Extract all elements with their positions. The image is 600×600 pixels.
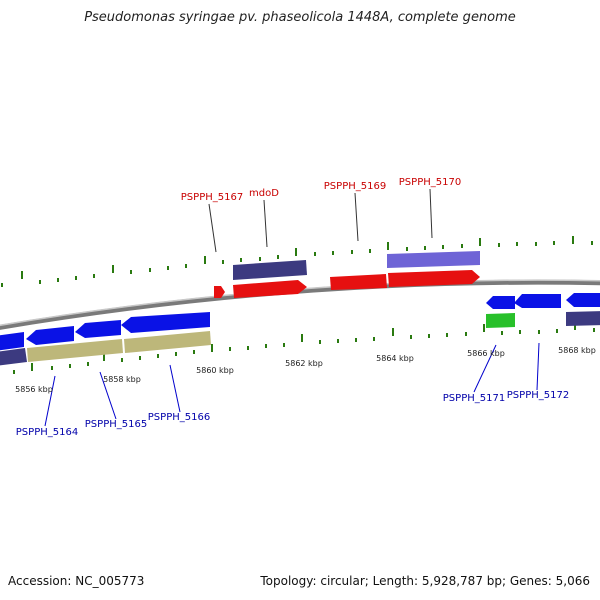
gene-label-bottom[interactable]: PSPPH_5172: [507, 390, 569, 401]
gene-green[interactable]: [486, 313, 515, 328]
gene-navy-right[interactable]: [566, 311, 600, 326]
gene-pspph-5169[interactable]: [330, 274, 387, 290]
gene-label-bottom[interactable]: PSPPH_5165: [85, 419, 147, 430]
gene-pspph-5166-khaki[interactable]: [124, 331, 211, 353]
accession-text: Accession: NC_005773: [8, 574, 145, 588]
genome-summary-text: Topology: circular; Length: 5,928,787 bp…: [260, 574, 590, 588]
scale-label: 5866 kbp: [467, 349, 505, 358]
gene-label-top[interactable]: PSPPH_5169: [324, 181, 386, 192]
gene-label-top[interactable]: mdoD: [249, 188, 279, 199]
scale-label: 5858 kbp: [103, 375, 141, 384]
gene-blue-1[interactable]: [0, 332, 24, 351]
gene-blue-right[interactable]: [566, 293, 600, 307]
scale-label: 5860 kbp: [196, 366, 234, 375]
gene-navy-top[interactable]: [233, 260, 307, 280]
bottom-leader-lines: [44, 342, 540, 427]
map-title: Pseudomonas syringae pv. phaseolicola 14…: [84, 10, 516, 25]
gene-label-top[interactable]: PSPPH_5167: [181, 192, 243, 203]
gene-pspph-5170[interactable]: [387, 251, 480, 268]
outer-tick-track: [1, 236, 593, 287]
gene-pspph-5171[interactable]: [486, 296, 515, 309]
scale-label: 5868 kbp: [558, 346, 596, 355]
scale-label: 5856 kbp: [15, 385, 53, 394]
gene-label-top[interactable]: PSPPH_5170: [399, 177, 461, 188]
gene-pspph-5167[interactable]: [214, 286, 225, 298]
top-leader-lines: [208, 188, 433, 253]
gene-pspph-5170-red[interactable]: [388, 270, 480, 287]
gene-mdoD[interactable]: [233, 280, 307, 298]
gene-label-bottom[interactable]: PSPPH_5166: [148, 412, 210, 423]
gene-label-bottom[interactable]: PSPPH_5164: [16, 427, 78, 438]
gene-blue-3[interactable]: [75, 320, 121, 338]
gene-blue-4[interactable]: [121, 312, 210, 333]
scale-label: 5862 kbp: [285, 359, 323, 368]
gene-label-bottom[interactable]: PSPPH_5171: [443, 393, 505, 404]
scale-label: 5864 kbp: [376, 354, 414, 363]
gene-navy-left[interactable]: [0, 348, 27, 366]
gene-pspph-5164-blue[interactable]: [26, 326, 74, 345]
gene-pspph-5172[interactable]: [514, 294, 561, 308]
gene-pspph-5165-khaki[interactable]: [27, 339, 123, 362]
